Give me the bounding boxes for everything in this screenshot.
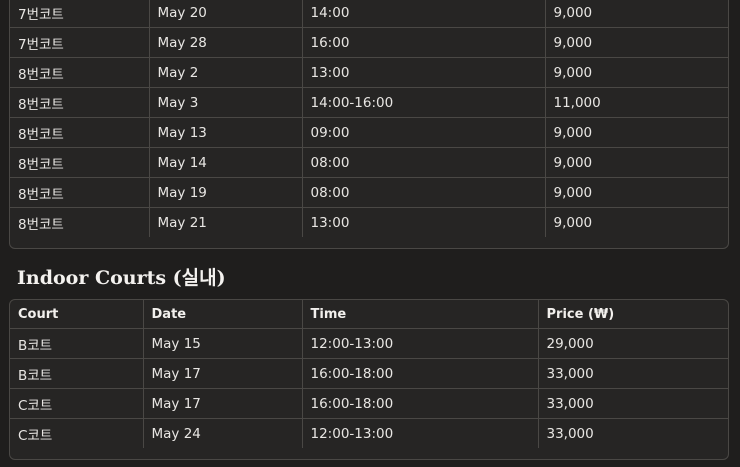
table-row: B코트 May 17 16:00-18:00 33,000 [10,358,728,389]
cell-court: 8번코트 [10,207,150,237]
cell-date: May 20 [149,0,303,28]
cell-time: 13:00 [302,57,546,88]
table-row: 8번코트 May 13 09:00 9,000 [10,117,728,148]
indoor-courts-table: Court Date Time Price (₩) B코트 May 15 12:00… [9,299,729,460]
cell-price: 33,000 [546,425,594,442]
table-row: 7번코트 May 20 14:00 9,000 [10,0,728,28]
table-row: 8번코트 May 2 13:00 9,000 [10,57,728,88]
cell-court: C코트 [10,388,144,419]
header-time: Time [302,300,539,329]
cell-date: May 3 [149,87,303,118]
cell-date: May 13 [149,117,303,148]
table-row: 8번코트 May 14 08:00 9,000 [10,147,728,178]
cell-date: May 17 [143,388,303,419]
cell-price: 9,000 [545,117,728,148]
cell-time: 16:00-18:00 [302,358,539,389]
cell-time: 12:00-13:00 [302,328,539,359]
cell-court: 7번코트 [10,0,150,28]
header-date: Date [143,300,303,329]
outdoor-courts-table: 7번코트 May 20 14:00 9,000 7번코트 May 28 16:00 9,000… [9,0,729,249]
cell-date: May 2 [149,57,303,88]
header-court: Court [10,300,144,329]
cell-price: 29,000 [538,328,728,359]
cell-time: 13:00 [302,207,546,237]
cell-court: 8번코트 [10,177,150,208]
cell-date: May 24 [143,418,303,448]
cell-date: May 15 [143,328,303,359]
table-row: 8번코트 May 19 08:00 9,000 [10,177,728,208]
table-row: 7번코트 May 28 16:00 9,000 [10,27,728,58]
cell-court: 8번코트 [10,147,150,178]
cell-time: 14:00-16:00 [302,87,546,118]
cell-time: 16:00 [302,27,546,58]
header-price: Price (₩) [538,300,728,329]
cell-time: 16:00-18:00 [302,388,539,419]
cell-price: 9,000 [545,0,728,28]
cell-price: 9,000 [545,27,728,58]
cell-court: 7번코트 [10,27,150,58]
cell-court: B코트 [10,358,144,389]
cell-court: 8번코트 [10,87,150,118]
cell-time: 12:00-13:00 [302,418,539,448]
table-header-row: Court Date Time Price (₩) [10,300,728,329]
cell-court: B코트 [10,328,144,359]
cell-price: 9,000 [545,147,728,178]
cell-price: 33,000 [538,358,728,389]
cell-time: 09:00 [302,117,546,148]
cell-price: 9,000 [553,214,593,231]
cell-court: 8번코트 [10,117,150,148]
cell-date: May 21 [149,207,303,237]
cell-price: 33,000 [538,388,728,419]
cell-court: C코트 [10,418,144,448]
cell-court: 8번코트 [10,57,150,88]
cell-time: 08:00 [302,177,546,208]
cell-price: 9,000 [545,57,728,88]
table-row: C코트 May 24 12:00-13:00 33,000 [10,418,728,448]
table-row: 8번코트 May 21 13:00 9,000 [10,207,728,237]
table-row: B코트 May 15 12:00-13:00 29,000 [10,328,728,359]
cell-time: 14:00 [302,0,546,28]
cell-date: May 14 [149,147,303,178]
cell-price: 9,000 [545,177,728,208]
table-row: C코트 May 17 16:00-18:00 33,000 [10,388,728,419]
table-row: 8번코트 May 3 14:00-16:00 11,000 [10,87,728,118]
cell-date: May 17 [143,358,303,389]
cell-date: May 19 [149,177,303,208]
cell-price: 11,000 [545,87,728,118]
cell-date: May 28 [149,27,303,58]
indoor-courts-heading: Indoor Courts (실내) [17,267,226,289]
cell-time: 08:00 [302,147,546,178]
